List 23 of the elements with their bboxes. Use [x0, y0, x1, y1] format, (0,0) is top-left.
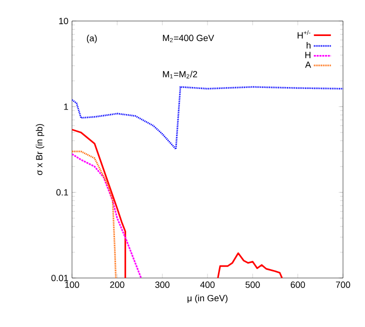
y-tick-label: 0.1 — [56, 189, 68, 196]
annotation: (a) — [86, 34, 97, 44]
x-axis-title: μ (in GeV) — [188, 294, 228, 304]
x-tick-label: 300 — [155, 282, 170, 288]
legend-label: h — [306, 42, 311, 48]
annotation: M$_{1}$=M$_{2}$/2 — [162, 70, 198, 78]
legend-label: H — [305, 52, 310, 58]
x-tick-label: 200 — [110, 282, 124, 288]
x-tick-label: 700 — [336, 282, 350, 288]
line-series — [72, 153, 142, 278]
x-tick-label: 500 — [246, 282, 260, 288]
x-tick-label: 100 — [65, 282, 80, 288]
line-series — [72, 86, 343, 150]
y-tick-label: 10 — [59, 18, 68, 24]
y-tick-label: 0.01 — [51, 274, 68, 282]
x-tick-label: 600 — [290, 282, 305, 288]
annotation: M$_{2}$=400 GeV — [162, 34, 214, 42]
y-axis-title: σ x Br (in pb) — [36, 124, 44, 176]
x-tick-label: 400 — [200, 282, 215, 288]
line-series — [72, 150, 117, 278]
legend-label: H$^{+/-}$ — [298, 30, 310, 38]
y-tick-label: 1 — [64, 104, 68, 110]
legend-label: A — [305, 62, 312, 68]
